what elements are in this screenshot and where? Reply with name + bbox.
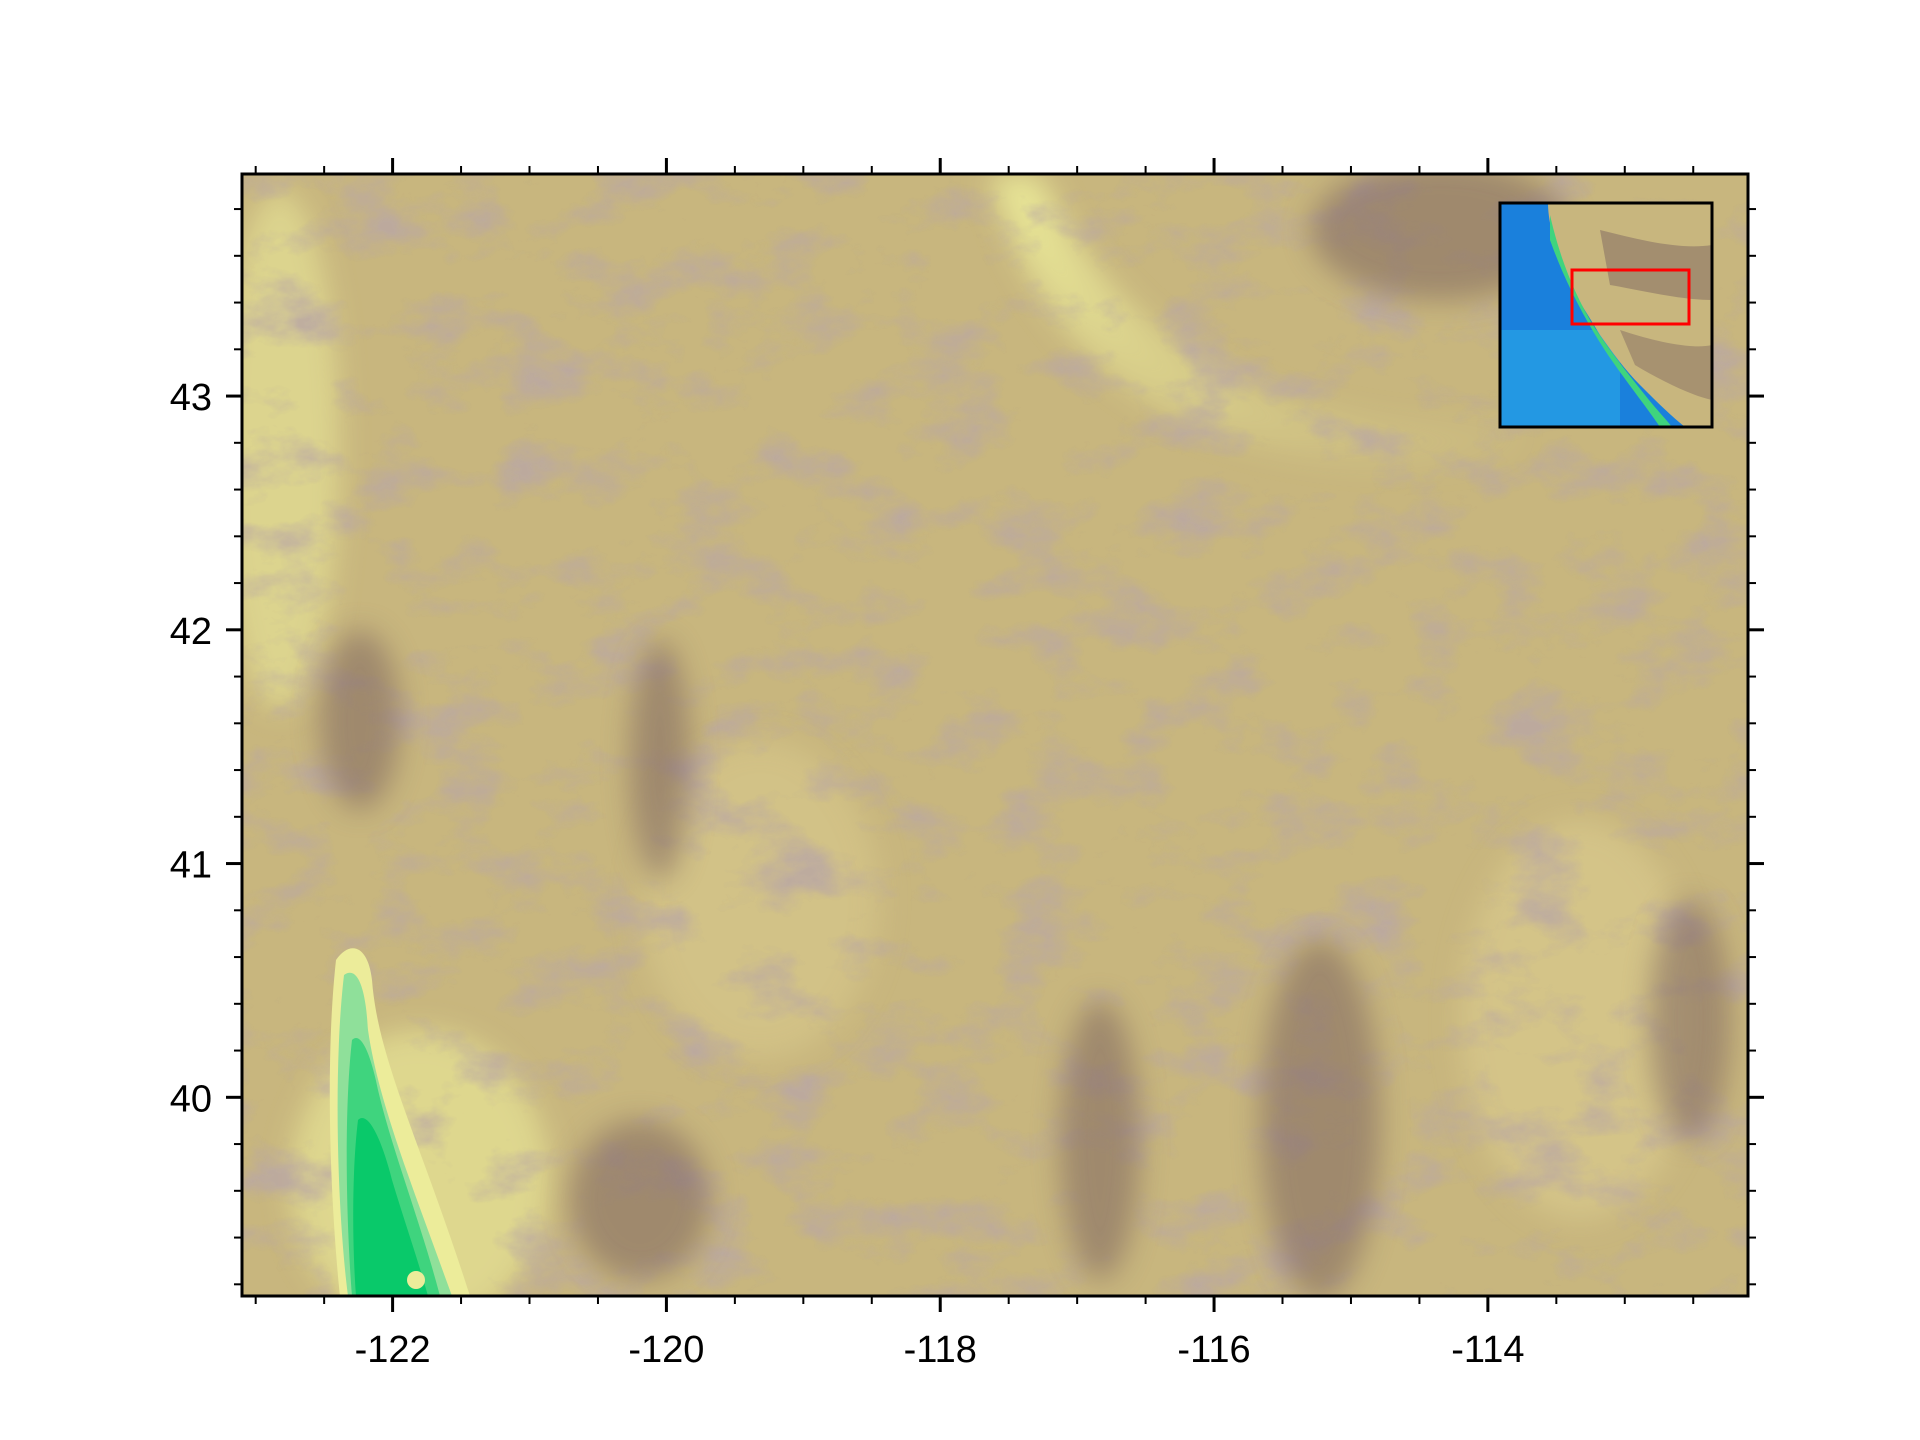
terrain-raster [242,174,1748,1296]
x-tick-label: -116 [1177,1329,1250,1371]
axis-ticks [226,158,1764,1312]
relief-ridges [242,174,1748,1296]
x-tick-label: -120 [628,1329,704,1371]
map-frame [240,172,1750,1298]
x-tick-label: -118 [904,1329,977,1371]
inset-region-highlight [1570,268,1691,326]
inset-frame [1498,201,1714,429]
x-tick-label: -122 [355,1329,431,1371]
central-valley-lowland [329,948,470,1296]
y-tick-label: 43 [170,377,212,419]
axis-minor-ticks [234,166,1756,1304]
y-tick-label: 42 [170,611,212,653]
axis-tick-labels: -122 -120 -118 -116 -114 40 41 42 43 [170,377,1525,1371]
y-tick-label: 41 [170,845,212,887]
y-tick-label: 40 [170,1078,212,1120]
x-tick-label: -114 [1451,1329,1524,1371]
locator-inset-map [1498,201,1714,429]
